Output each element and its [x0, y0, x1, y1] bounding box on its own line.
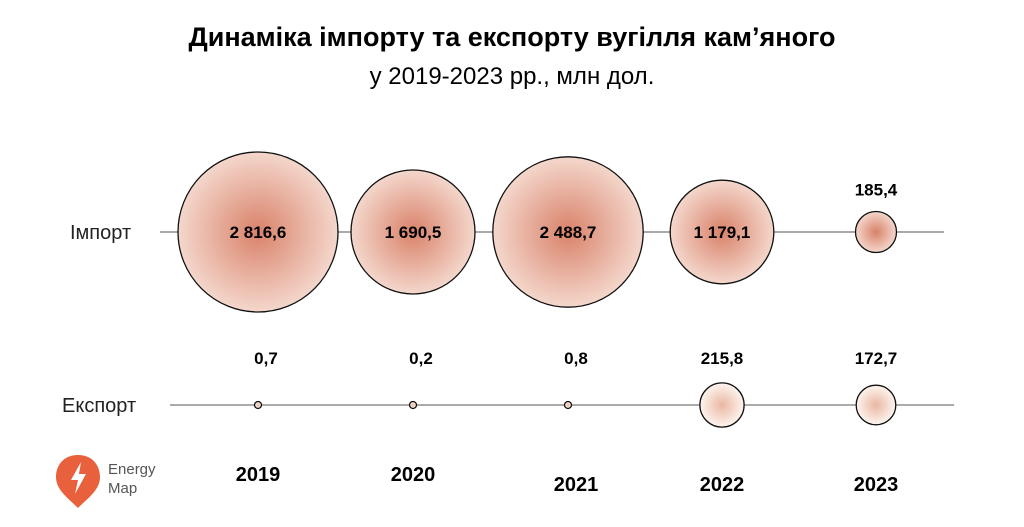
import-value-label-2021: 2 488,7 — [540, 223, 597, 242]
import-value-label-2019: 2 816,6 — [230, 223, 287, 242]
logo-text-line1: Energy — [108, 461, 156, 478]
import-bubble-2019 — [177, 151, 339, 313]
import-bubbles: 2 816,6 1 690,5 2 488,7 1 179,1 185,4 — [177, 151, 898, 313]
export-value-label-2019: 0,7 — [254, 349, 278, 368]
row-label-import: Імпорт — [70, 222, 131, 244]
export-value-label-2022: 215,8 — [701, 349, 744, 368]
import-bubble-2023 — [854, 210, 898, 254]
logo-text-line2: Map — [108, 480, 137, 497]
import-bubble-2021 — [492, 156, 644, 308]
year-label-2023: 2023 — [854, 474, 899, 496]
year-label-2019: 2019 — [236, 464, 281, 486]
year-label-2022: 2022 — [700, 474, 745, 496]
export-value-labels: 0,7 0,2 0,8 215,8 172,7 — [254, 349, 897, 368]
lightning-bolt-icon — [71, 462, 86, 494]
export-value-label-2021: 0,8 — [564, 349, 588, 368]
chart-subtitle: у 2019-2023 рр., млн дол. — [370, 63, 655, 90]
chart-title: Динаміка імпорту та експорту вугілля кам… — [189, 22, 836, 52]
import-bubble-2020 — [350, 169, 476, 295]
export-bubble-2020 — [408, 400, 418, 410]
export-bubble-2021 — [563, 400, 573, 410]
import-bubble-2022 — [669, 179, 775, 285]
year-labels: 2019 2020 2021 2022 2023 — [236, 464, 899, 496]
export-bubble-2022 — [699, 382, 745, 428]
export-bubbles — [253, 382, 897, 428]
export-value-label-2020: 0,2 — [409, 349, 433, 368]
row-label-export: Експорт — [62, 395, 136, 417]
import-value-label-2020: 1 690,5 — [385, 223, 442, 242]
energy-map-logo: Energy Map — [56, 455, 156, 508]
year-label-2021: 2021 — [554, 474, 599, 496]
export-value-label-2023: 172,7 — [855, 349, 898, 368]
export-bubble-2019 — [253, 400, 263, 410]
year-label-2020: 2020 — [391, 464, 436, 486]
import-value-label-2022: 1 179,1 — [694, 223, 751, 242]
import-value-label-2023: 185,4 — [855, 180, 898, 199]
export-bubble-2023 — [855, 384, 897, 426]
